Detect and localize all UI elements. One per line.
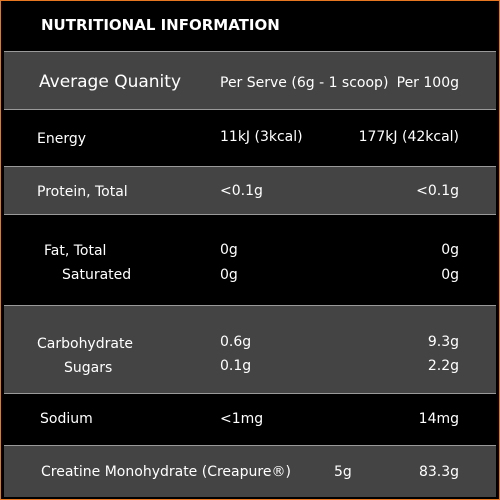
energy-per-serve: 11kJ (3kcal) [220,129,303,145]
creatine-per-serve: 5g [334,464,352,480]
separator [4,51,496,52]
protein-label: Protein, Total [37,184,128,200]
row-protein: Protein, Total <0.1g <0.1g [4,167,496,214]
creatine-label: Creatine Monohydrate (Creapure®) [41,464,291,480]
carbohydrate-per-100g: 9.3g [427,334,459,350]
row-sodium: Sodium <1mg 14mg [4,394,496,445]
sugars-per-serve: 0.1g [220,358,252,374]
separator [4,166,496,167]
fat-per-100g: 0g [441,242,459,258]
carbohydrate-label: Carbohydrate [37,336,134,352]
fat-per-serve: 0g [220,242,238,258]
panel-title: NUTRITIONAL INFORMATION [41,16,280,34]
separator [4,393,496,394]
separator [4,305,496,306]
row-fat: Fat, Total 0g 0g Saturated 0g 0g [4,215,496,305]
energy-per-100g: 177kJ (42kcal) [358,129,459,145]
energy-label: Energy [37,131,87,147]
sugars-label: Sugars [64,360,113,376]
header-per-100g: Per 100g [396,75,459,91]
carbohydrate-per-serve: 0.6g [220,334,252,350]
saturated-per-100g: 0g [441,267,459,283]
protein-per-serve: <0.1g [220,183,263,199]
separator [4,214,496,215]
creatine-per-100g: 83.3g [418,464,459,480]
header-label: Average Quanity [39,72,182,92]
separator [4,445,496,446]
header-per-serve: Per Serve (6g - 1 scoop) [220,75,389,91]
row-creatine: Creatine Monohydrate (Creapure®) 5g 83.3… [4,446,496,497]
separator [4,109,496,110]
fat-label: Fat, Total [44,243,107,259]
row-energy: Energy 11kJ (3kcal) 177kJ (42kcal) [4,110,496,166]
header-row: Average Quanity Per Serve (6g - 1 scoop)… [4,52,496,109]
protein-per-100g: <0.1g [416,183,459,199]
sodium-per-100g: 14mg [418,411,459,427]
saturated-per-serve: 0g [220,267,238,283]
saturated-label: Saturated [62,267,132,283]
sugars-per-100g: 2.2g [427,358,459,374]
sodium-per-serve: <1mg [220,411,264,427]
row-carbohydrate: Carbohydrate 0.6g 9.3g Sugars 0.1g 2.2g [4,306,496,393]
sodium-label: Sodium [40,411,93,427]
